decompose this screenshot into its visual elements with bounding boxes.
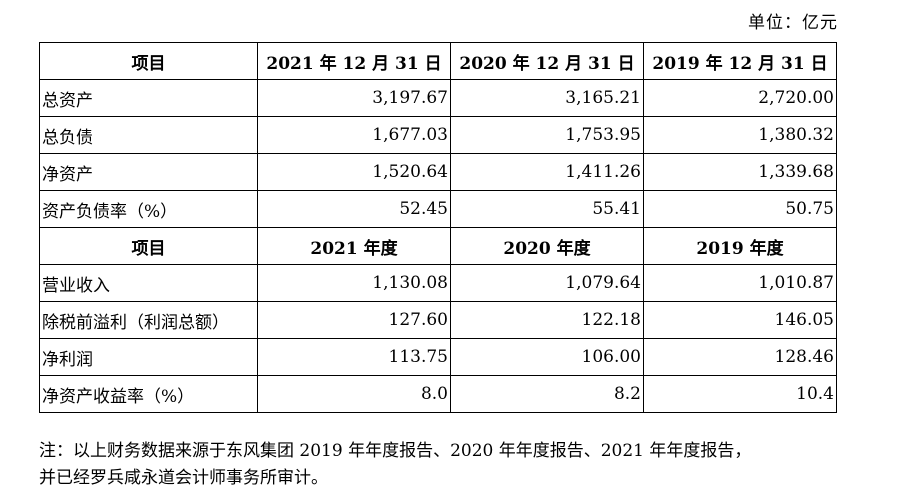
value-cell: 106.00 xyxy=(450,338,644,376)
value-cell: 2,720.00 xyxy=(643,79,837,117)
row-label: 总负债 xyxy=(39,116,258,154)
table-row: 营业收入 1,130.08 1,079.64 1,010.87 xyxy=(39,264,837,302)
table-row: 资产负债率（%） 52.45 55.41 50.75 xyxy=(39,190,837,228)
row-label: 资产负债率（%） xyxy=(39,190,258,228)
value-cell: 113.75 xyxy=(257,338,451,376)
value-cell: 52.45 xyxy=(257,190,451,228)
value-cell: 1,130.08 xyxy=(257,264,451,302)
header-cell: 2019 年 12 月 31 日 xyxy=(643,42,837,80)
unit-label: 单位：亿元 xyxy=(748,13,838,33)
row-label: 净资产收益率（%） xyxy=(39,375,258,413)
value-cell: 50.75 xyxy=(643,190,837,228)
footnote-line: 并已经罗兵咸永道会计师事务所审计。 xyxy=(39,468,328,488)
row-label: 净利润 xyxy=(39,338,258,376)
value-cell: 1,520.64 xyxy=(257,153,451,191)
table-row: 总负债 1,677.03 1,753.95 1,380.32 xyxy=(39,116,837,154)
value-cell: 3,165.21 xyxy=(450,79,644,117)
value-cell: 122.18 xyxy=(450,301,644,339)
header-cell: 2019 年度 xyxy=(643,227,837,265)
header-cell: 2020 年 12 月 31 日 xyxy=(450,42,644,80)
value-cell: 1,010.87 xyxy=(643,264,837,302)
table-row: 总资产 3,197.67 3,165.21 2,720.00 xyxy=(39,79,837,117)
value-cell: 127.60 xyxy=(257,301,451,339)
table-row: 净利润 113.75 106.00 128.46 xyxy=(39,338,837,376)
header-cell: 2021 年 12 月 31 日 xyxy=(257,42,451,80)
balance-header-row: 项目 2021 年 12 月 31 日 2020 年 12 月 31 日 201… xyxy=(39,42,837,80)
value-cell: 1,339.68 xyxy=(643,153,837,191)
value-cell: 1,411.26 xyxy=(450,153,644,191)
value-cell: 8.2 xyxy=(450,375,644,413)
table-row: 净资产收益率（%） 8.0 8.2 10.4 xyxy=(39,375,837,413)
footnote-line: 注：以上财务数据来源于东风集团 2019 年年度报告、2020 年年度报告、20… xyxy=(39,441,752,461)
value-cell: 10.4 xyxy=(643,375,837,413)
value-cell: 146.05 xyxy=(643,301,837,339)
header-cell: 2021 年度 xyxy=(257,227,451,265)
value-cell: 1,380.32 xyxy=(643,116,837,154)
value-cell: 1,753.95 xyxy=(450,116,644,154)
value-cell: 1,079.64 xyxy=(450,264,644,302)
header-cell: 项目 xyxy=(39,42,258,80)
table-row: 净资产 1,520.64 1,411.26 1,339.68 xyxy=(39,153,837,191)
header-cell: 2020 年度 xyxy=(450,227,644,265)
income-header-row: 项目 2021 年度 2020 年度 2019 年度 xyxy=(39,227,837,265)
row-label: 营业收入 xyxy=(39,264,258,302)
row-label: 总资产 xyxy=(39,79,258,117)
header-cell: 项目 xyxy=(39,227,258,265)
footnote: 注：以上财务数据来源于东风集团 2019 年年度报告、2020 年年度报告、20… xyxy=(39,438,859,492)
value-cell: 8.0 xyxy=(257,375,451,413)
row-label: 除税前溢利（利润总额） xyxy=(39,301,258,339)
value-cell: 1,677.03 xyxy=(257,116,451,154)
value-cell: 3,197.67 xyxy=(257,79,451,117)
table-row: 除税前溢利（利润总额） 127.60 122.18 146.05 xyxy=(39,301,837,339)
value-cell: 128.46 xyxy=(643,338,837,376)
financial-table: 项目 2021 年 12 月 31 日 2020 年 12 月 31 日 201… xyxy=(39,42,837,413)
value-cell: 55.41 xyxy=(450,190,644,228)
row-label: 净资产 xyxy=(39,153,258,191)
